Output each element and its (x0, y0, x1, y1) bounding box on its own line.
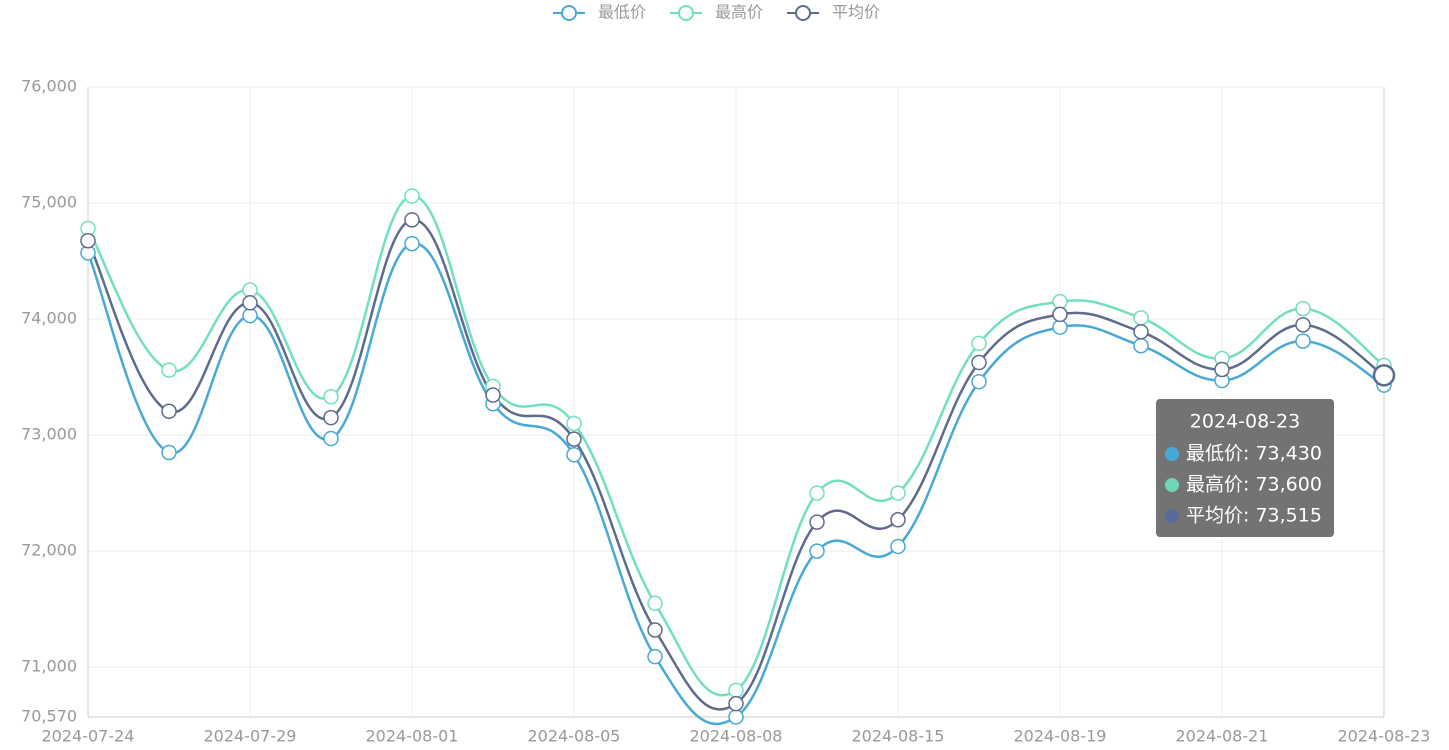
x-tick-label: 2024-08-01 (366, 727, 459, 746)
data-point (971, 354, 987, 371)
tooltip-row: 平均价: 73,515 (1186, 505, 1322, 527)
tooltip-dot (1165, 447, 1179, 461)
series-line (86, 218, 1385, 711)
x-tick-label: 2024-07-24 (42, 727, 135, 746)
legend-icon (561, 5, 577, 21)
data-point (323, 389, 339, 405)
tooltip-dot (1165, 478, 1179, 492)
data-point (1052, 293, 1068, 310)
data-point (404, 235, 420, 252)
data-point (566, 415, 582, 432)
data-point (1052, 319, 1068, 335)
x-tick-label: 2024-08-05 (528, 727, 621, 746)
data-point (809, 485, 825, 501)
y-tick-label: 72,000 (21, 541, 77, 560)
data-point (323, 430, 339, 447)
y-tick-label: 75,000 (21, 193, 77, 212)
data-point (161, 444, 177, 461)
data-point (971, 373, 987, 390)
data-point (890, 485, 906, 501)
data-point (404, 188, 420, 204)
data-point (728, 682, 744, 699)
data-point (647, 622, 663, 638)
x-tick-label: 2024-08-21 (1176, 727, 1269, 746)
x-tick-label: 2024-08-19 (1014, 727, 1107, 746)
data-point (242, 282, 258, 298)
tooltip-dot (1165, 509, 1179, 523)
x-tick-label: 2024-08-08 (690, 727, 783, 746)
data-point (971, 335, 987, 352)
x-tick-label: 2024-08-23 (1338, 727, 1431, 746)
data-point (809, 514, 825, 530)
legend-label: 最低价 (598, 3, 646, 22)
data-point (485, 387, 501, 403)
data-point (728, 695, 744, 712)
data-point (1133, 324, 1149, 340)
data-point (161, 362, 177, 378)
data-point (1295, 300, 1311, 317)
data-point (404, 212, 420, 228)
data-point (1372, 364, 1396, 387)
data-point (890, 538, 906, 555)
x-tick-label: 2024-07-29 (204, 727, 297, 746)
data-point (566, 431, 582, 447)
data-point (809, 543, 825, 559)
data-point (1133, 310, 1149, 326)
legend-icon (795, 5, 812, 21)
tooltip-box (1156, 399, 1334, 537)
data-point (242, 295, 258, 311)
data-point (1214, 361, 1230, 378)
y-tick-label: 71,000 (21, 657, 77, 676)
data-point (1295, 333, 1311, 349)
data-point (890, 512, 906, 528)
data-point (566, 447, 582, 463)
legend-label: 平均价 (832, 3, 880, 22)
data-point (728, 709, 744, 725)
y-tick-label: 70,570 (21, 707, 77, 726)
data-point (647, 648, 663, 665)
y-tick-label: 74,000 (21, 309, 77, 328)
data-point (323, 409, 339, 426)
data-point (161, 403, 177, 420)
legend-icon (678, 5, 695, 21)
tooltip: 2024-08-23 最低价: 73,430 最高价: 73,600 平均价: 73,… (1156, 399, 1334, 537)
legend-label: 最高价 (715, 3, 763, 22)
tooltip-row: 最低价: 73,430 (1186, 443, 1322, 465)
y-tick-label: 73,000 (21, 425, 77, 444)
data-point (1295, 317, 1311, 333)
y-tick-label: 76,000 (21, 77, 77, 96)
tooltip-title: 2024-08-23 (1190, 411, 1300, 433)
data-point (1052, 306, 1068, 323)
data-point (242, 307, 258, 324)
series-line (86, 242, 1385, 726)
data-point (1133, 337, 1149, 354)
x-tick-label: 2024-08-15 (852, 727, 945, 746)
data-point (80, 232, 96, 249)
data-point (647, 595, 663, 612)
tooltip-row: 最高价: 73,600 (1186, 474, 1322, 496)
